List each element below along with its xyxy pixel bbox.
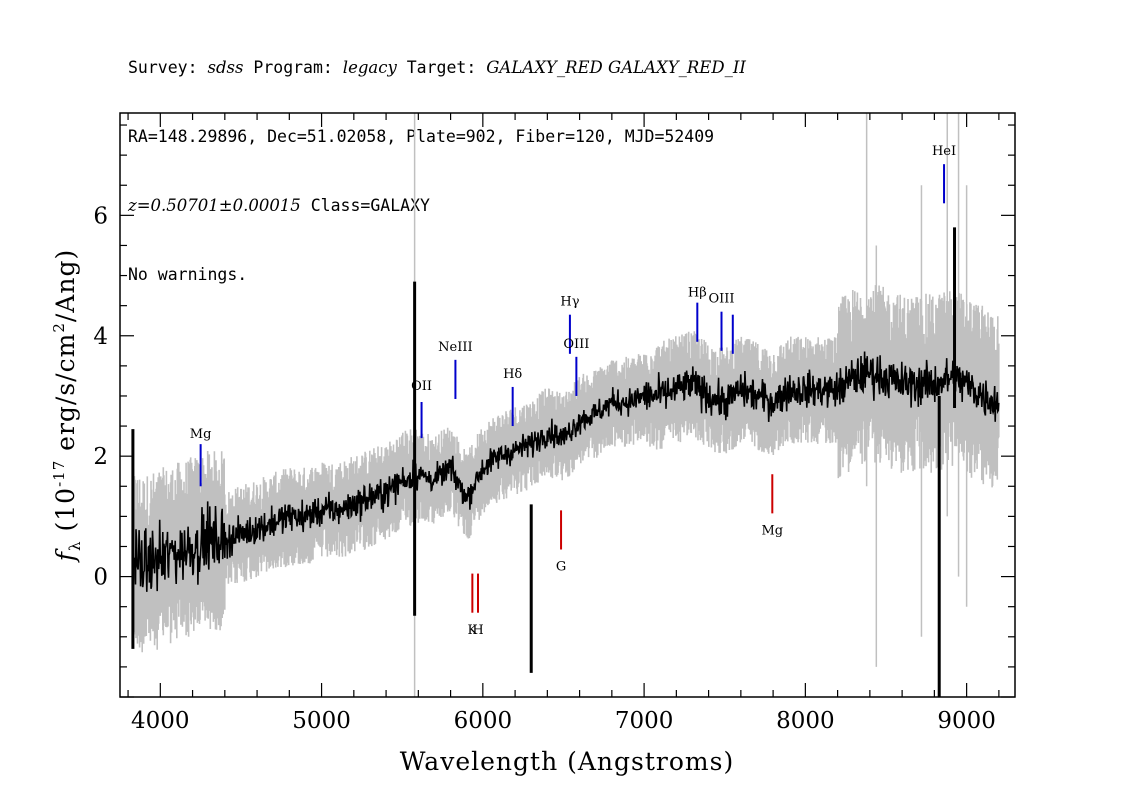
y-axis-end: /Ang) (51, 249, 80, 322)
target-value: GALAXY_RED GALAXY_RED_II (486, 58, 746, 77)
x-tick-label-6000: 6000 (454, 708, 513, 734)
y-axis-units: erg/s/cm (51, 333, 80, 460)
absorption-line-label-2: G (556, 560, 566, 575)
x-axis-title: Wavelength (Angstroms) (400, 747, 734, 776)
survey-value: sdss (207, 58, 244, 77)
y-axis-main: (10 (51, 487, 80, 541)
class-value: Class=GALAXY (300, 196, 430, 215)
y-tick-label-2: 2 (93, 444, 108, 470)
emission-line-label-7: OIII (708, 292, 734, 307)
y-axis-title: fλ (10-17 erg/s/cm2/Ang) (50, 249, 84, 563)
y-tick-label-0: 0 (93, 565, 108, 591)
axes: 4000 5000 6000 7000 8000 9000 0 2 4 6 (93, 112, 1016, 734)
emission-line-label-1: OII (411, 379, 432, 394)
x-tick-label-7000: 7000 (615, 708, 674, 734)
spectrum-series (131, 227, 1000, 697)
redshift-value: z=0.50701±0.00015 (128, 196, 301, 215)
emission-line-label-6: Hβ (688, 286, 707, 301)
x-tick-label-9000: 9000 (937, 708, 996, 734)
emission-line-label-5: OIII (563, 337, 589, 352)
header-line-2: RA=148.29896, Dec=51.02058, Plate=902, F… (128, 127, 715, 146)
emission-line-label-4: Hγ (560, 295, 579, 310)
emission-line-label-2: NeIII (438, 340, 472, 355)
absorption-line-label-0: K (467, 623, 477, 638)
x-tick-label-5000: 5000 (292, 708, 351, 734)
warnings-text: No warnings. (128, 265, 248, 284)
survey-label: Survey: (128, 58, 208, 77)
emission-line-label-9: HeI (932, 144, 956, 159)
y-axis-lambda: λ (66, 540, 84, 551)
plot-frame (119, 112, 1016, 698)
emission-line-label-3: Hδ (503, 367, 522, 382)
y-tick-label-6: 6 (93, 203, 108, 229)
x-tick-label-4000: 4000 (131, 708, 190, 734)
y-axis-f: f (51, 548, 80, 563)
program-value: legacy (342, 58, 397, 77)
x-tick-label-8000: 8000 (776, 708, 835, 734)
spectrum-header: Survey: sdss Program: legacy Target: GAL… (128, 10, 746, 309)
emission-line-label-0: Mg (190, 427, 212, 442)
header-line-3: z=0.50701±0.00015 Class=GALAXY (128, 194, 746, 217)
error-band (132, 113, 1000, 697)
spectrum-line (132, 351, 1000, 592)
y-tick-label-4: 4 (93, 324, 108, 350)
y-axis-exp: -17 (50, 460, 68, 487)
absorption-line-label-3: Mg (761, 523, 783, 538)
header-line-1: Survey: sdss Program: legacy Target: GAL… (128, 56, 746, 79)
absorption-line-label-1: H (472, 623, 483, 638)
program-label: Program: (243, 58, 343, 77)
y-axis-exp2: 2 (50, 322, 68, 333)
target-label: Target: (396, 58, 487, 77)
